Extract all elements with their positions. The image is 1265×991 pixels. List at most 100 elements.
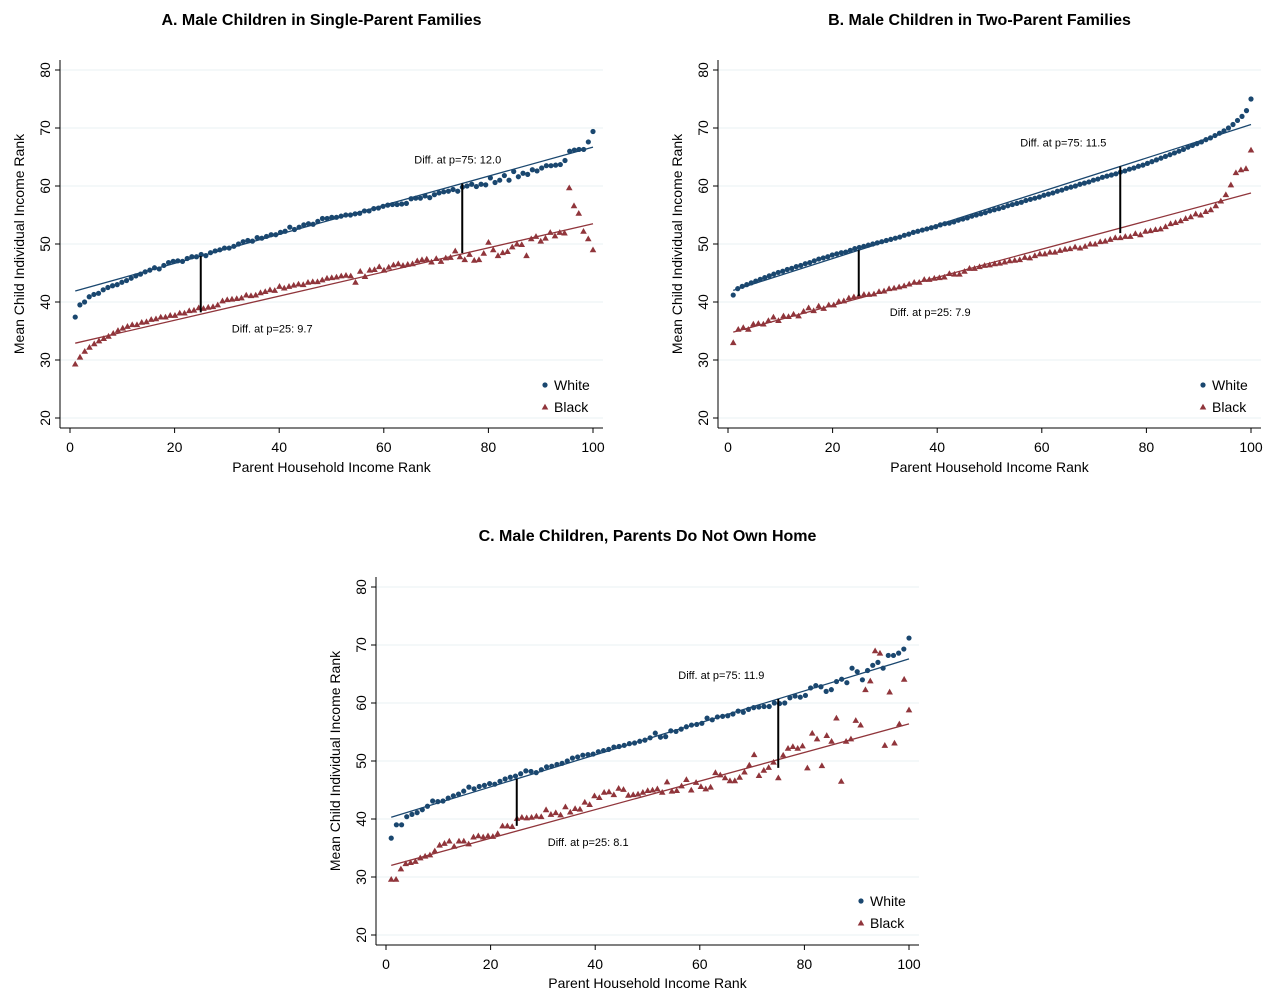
white-point <box>1212 132 1218 139</box>
black-point <box>261 288 269 295</box>
black-point <box>794 744 802 751</box>
black-point <box>805 304 812 311</box>
y-tick-label: 40 <box>695 294 711 310</box>
black-point <box>852 717 860 723</box>
white-point <box>440 798 446 804</box>
black-point <box>1222 191 1230 198</box>
white-point <box>528 768 534 775</box>
black-point <box>114 327 122 333</box>
black-point <box>765 317 772 324</box>
black-point <box>971 265 978 271</box>
black-point <box>223 296 231 303</box>
white-point <box>282 228 288 234</box>
black-point <box>504 822 511 829</box>
chart-panel-c: C. Male Children, Parents Do Not Own Hom… <box>316 510 948 991</box>
white-point <box>1032 195 1038 201</box>
white-point <box>880 665 886 671</box>
white-point <box>906 231 912 237</box>
white-point <box>1081 180 1088 186</box>
white-point <box>417 195 424 201</box>
white-point <box>226 245 232 251</box>
black-point <box>1247 146 1255 153</box>
black-point <box>475 256 483 263</box>
y-tick-label: 70 <box>353 637 369 653</box>
white-point <box>548 163 554 169</box>
white-point <box>928 225 934 231</box>
black-point <box>770 313 777 320</box>
x-tick-label: 40 <box>929 439 945 455</box>
white-point <box>161 262 167 269</box>
white-point <box>838 250 844 256</box>
white-point <box>875 659 881 665</box>
black-point <box>591 792 598 799</box>
white-point <box>357 210 363 216</box>
black-point <box>951 270 958 277</box>
white-point <box>757 276 763 282</box>
white-point <box>798 262 804 269</box>
black-point <box>976 263 983 270</box>
black-point <box>1227 181 1235 188</box>
white-point <box>1162 153 1169 160</box>
legend-white-label: White <box>554 377 590 393</box>
black-point <box>479 833 487 840</box>
black-point <box>556 229 564 235</box>
black-point <box>712 769 719 776</box>
black-point <box>460 837 468 844</box>
white-point <box>455 188 461 194</box>
black-point <box>580 227 587 234</box>
white-point <box>766 273 772 279</box>
white-point <box>1243 108 1250 114</box>
black-point <box>565 184 573 191</box>
white-point <box>445 795 451 801</box>
white-point <box>464 183 470 189</box>
black-point <box>299 281 307 288</box>
white-point <box>775 269 781 276</box>
white-point <box>385 202 391 208</box>
white-point <box>436 190 442 196</box>
black-point <box>707 783 714 790</box>
white-point <box>996 206 1002 212</box>
white-point <box>240 239 246 245</box>
black-point <box>266 286 274 293</box>
black-point <box>271 287 279 293</box>
black-point <box>658 789 666 795</box>
white-point <box>699 720 705 726</box>
white-point <box>652 730 658 736</box>
black-point <box>702 785 710 792</box>
white-point <box>585 139 591 145</box>
white-point <box>268 232 274 238</box>
black-point <box>1096 238 1104 245</box>
white-point <box>1167 152 1173 158</box>
black-point <box>1051 248 1059 255</box>
black-point <box>252 291 260 298</box>
white-point <box>217 247 223 253</box>
black-point <box>185 307 193 314</box>
white-point <box>883 237 889 244</box>
black-point <box>875 288 883 295</box>
white-point <box>431 192 438 198</box>
white-point <box>471 786 477 792</box>
black-point <box>1157 225 1164 232</box>
black-point <box>678 782 685 789</box>
white-point <box>780 268 786 274</box>
black-point <box>850 293 858 300</box>
black-point <box>895 283 903 290</box>
black-point <box>654 785 661 792</box>
white-point <box>861 243 867 249</box>
white-point <box>203 253 209 259</box>
legend-black-label: Black <box>1212 399 1247 415</box>
white-point <box>445 188 451 194</box>
white-point <box>95 290 102 296</box>
black-fit-line <box>75 223 594 344</box>
white-point <box>771 700 777 706</box>
white-point <box>919 227 925 233</box>
legend-black-marker <box>1199 403 1207 410</box>
white-point <box>1113 171 1119 177</box>
white-point <box>273 232 279 238</box>
black-point <box>818 762 826 769</box>
black-point <box>219 297 226 304</box>
black-point <box>936 274 943 281</box>
white-point <box>259 235 265 241</box>
black-point <box>1091 240 1099 247</box>
black-point <box>1056 247 1064 253</box>
